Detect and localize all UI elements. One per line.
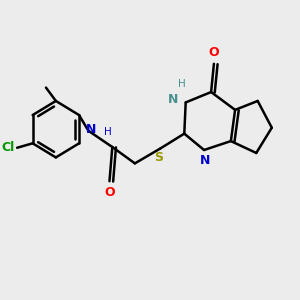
- Text: N: N: [86, 123, 96, 136]
- Text: N: N: [200, 154, 211, 167]
- Text: O: O: [208, 46, 219, 59]
- Text: Cl: Cl: [1, 141, 14, 154]
- Text: N: N: [168, 93, 178, 106]
- Text: S: S: [154, 152, 164, 164]
- Text: O: O: [104, 186, 115, 199]
- Text: H: H: [178, 79, 185, 89]
- Text: H: H: [104, 127, 112, 137]
